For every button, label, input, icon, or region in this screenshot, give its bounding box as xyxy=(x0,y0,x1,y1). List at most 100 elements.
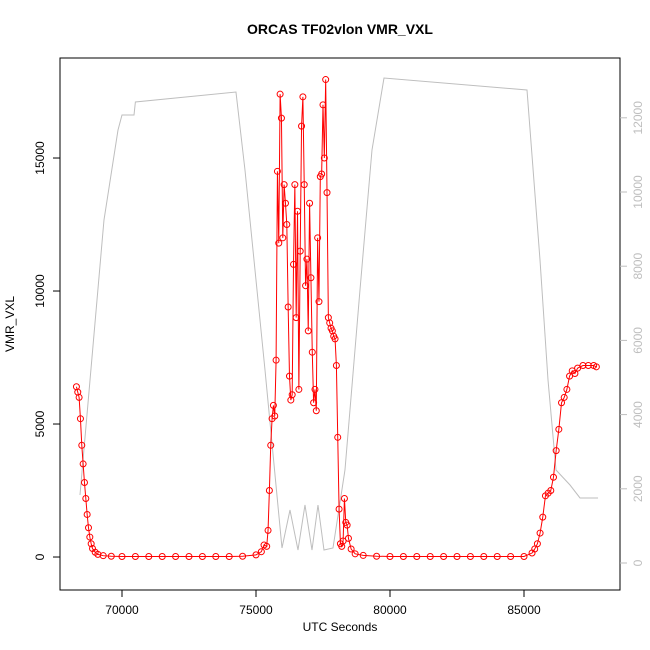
point xyxy=(314,234,322,242)
point xyxy=(319,101,327,109)
point xyxy=(574,364,582,372)
point xyxy=(279,234,287,242)
x-tick-label: 70000 xyxy=(105,603,139,617)
point xyxy=(592,363,600,371)
y2-tick-label: 10000 xyxy=(631,175,645,209)
point xyxy=(292,314,300,322)
point xyxy=(566,372,574,380)
point xyxy=(334,433,342,441)
point xyxy=(493,552,501,560)
point xyxy=(343,521,351,529)
chart-title: ORCAS TF02vlon VMR_VXL xyxy=(247,21,433,37)
point xyxy=(480,552,488,560)
point xyxy=(145,552,153,560)
point xyxy=(86,533,94,541)
point xyxy=(252,551,260,559)
point xyxy=(453,552,461,560)
point xyxy=(269,401,277,409)
point xyxy=(373,552,381,560)
point xyxy=(558,399,566,407)
y-tick-label: 5000 xyxy=(33,410,47,437)
point xyxy=(307,274,315,282)
point xyxy=(536,529,544,537)
x-tick-label: 75000 xyxy=(239,603,273,617)
point xyxy=(302,282,310,290)
point xyxy=(549,473,557,481)
point xyxy=(315,298,323,306)
point xyxy=(300,181,308,189)
point xyxy=(539,513,547,521)
point xyxy=(413,552,421,560)
point xyxy=(285,372,293,380)
point xyxy=(466,552,474,560)
point xyxy=(284,303,292,311)
point xyxy=(386,552,394,560)
point xyxy=(298,122,306,130)
point xyxy=(225,552,233,560)
point xyxy=(78,441,86,449)
y2-tick-label: 12000 xyxy=(631,101,645,135)
x-tick-label: 85000 xyxy=(507,603,541,617)
point xyxy=(547,487,555,495)
y-tick-label: 10000 xyxy=(33,274,47,308)
y2-tick-label: 2000 xyxy=(631,475,645,502)
point xyxy=(339,537,347,545)
plot-box xyxy=(59,57,621,591)
point xyxy=(308,348,316,356)
point xyxy=(76,415,84,423)
point xyxy=(299,93,307,101)
point xyxy=(310,399,318,407)
point xyxy=(335,505,343,513)
point xyxy=(571,369,579,377)
point xyxy=(107,552,115,560)
point xyxy=(273,167,281,175)
point xyxy=(304,327,312,335)
point xyxy=(84,524,92,532)
point xyxy=(264,526,272,534)
point xyxy=(318,170,326,178)
point xyxy=(280,181,288,189)
point xyxy=(283,221,291,229)
point xyxy=(290,260,298,268)
point xyxy=(347,545,355,553)
point xyxy=(555,425,563,433)
point xyxy=(82,494,90,502)
point xyxy=(87,540,95,548)
point xyxy=(440,552,448,560)
point xyxy=(79,460,87,468)
point xyxy=(172,552,180,560)
point xyxy=(531,545,539,553)
y-axis-label: VMR_VXL xyxy=(3,296,17,352)
point xyxy=(118,552,126,560)
y2-tick-label: 6000 xyxy=(631,327,645,354)
point xyxy=(239,552,247,560)
point xyxy=(311,385,319,393)
point xyxy=(579,361,587,369)
point xyxy=(533,540,541,548)
point xyxy=(323,189,331,197)
point xyxy=(520,552,528,560)
point xyxy=(296,247,304,255)
point xyxy=(331,335,339,343)
point xyxy=(312,407,320,415)
point xyxy=(560,393,568,401)
point xyxy=(552,447,560,455)
point xyxy=(281,199,289,207)
point xyxy=(507,552,515,560)
point xyxy=(295,385,303,393)
point xyxy=(75,393,83,401)
y-tick-label: 15000 xyxy=(33,141,47,175)
point xyxy=(158,552,166,560)
y2-tick-label: 8000 xyxy=(631,253,645,280)
point xyxy=(275,239,283,247)
x-axis-label: UTC Seconds xyxy=(303,620,378,634)
point xyxy=(80,479,88,487)
point xyxy=(294,207,302,215)
point xyxy=(359,551,367,559)
y2-tick-label: 0 xyxy=(631,559,645,566)
series-line xyxy=(75,79,597,557)
point xyxy=(83,510,91,518)
point xyxy=(267,441,275,449)
point xyxy=(332,361,340,369)
